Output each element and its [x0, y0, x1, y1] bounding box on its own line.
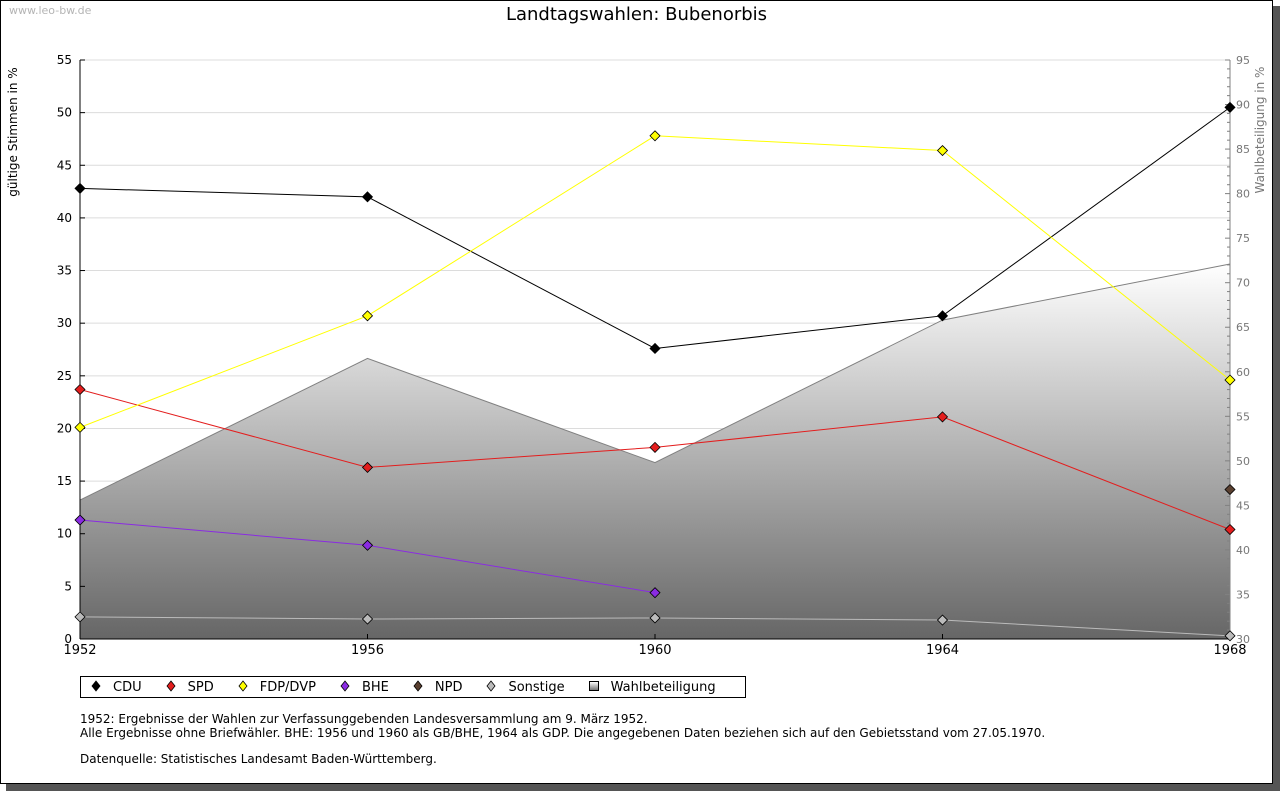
data-point-fdpdvp — [649, 130, 661, 142]
y2-tick-label: 50 — [1236, 455, 1250, 468]
data-point-spd — [361, 461, 374, 473]
frame-shadow — [6, 784, 1280, 791]
data-point-cdu — [361, 191, 374, 203]
data-point-npd — [1224, 483, 1236, 496]
area-wahlbeteiligung-outline — [79, 263, 1231, 501]
y2-tick-label: 70 — [1236, 277, 1250, 290]
y2-tick-label: 85 — [1236, 143, 1250, 156]
legend-item: SPD — [166, 680, 214, 695]
diamond-marker-icon — [340, 679, 350, 695]
y2-tick-label: 90 — [1236, 99, 1250, 112]
legend-label: Sonstige — [508, 679, 565, 695]
y-tick-label: 10 — [57, 527, 72, 541]
data-point-fdpdvp — [936, 144, 949, 157]
legend-label: SPD — [187, 679, 214, 695]
diamond-marker-icon — [238, 679, 248, 695]
footnote-briefwaehler: Alle Ergebnisse ohne Briefwähler. BHE: 1… — [80, 726, 1046, 740]
legend-item: NPD — [413, 679, 463, 695]
data-point-bhe — [361, 539, 374, 551]
x-tick-label: 1952 — [63, 643, 96, 658]
y2-tick-label: 60 — [1236, 366, 1250, 379]
legend-item: Sonstige — [486, 679, 565, 695]
y-tick-label: 30 — [57, 316, 72, 330]
y2-tick-label: 65 — [1236, 321, 1250, 334]
legend-item: FDP/DVP — [238, 680, 316, 695]
y2-tick-label: 75 — [1236, 232, 1250, 245]
watermark: www.leo-bw.de — [9, 4, 92, 17]
diamond-marker-icon — [91, 679, 101, 695]
data-point-cdu — [936, 310, 949, 322]
legend-label: NPD — [434, 679, 463, 695]
y-tick-label: 50 — [57, 106, 72, 120]
data-point-sonstige — [361, 613, 374, 625]
legend-label: BHE — [361, 679, 389, 695]
y-tick-label: 20 — [57, 421, 72, 435]
y-axis-label: gültige Stimmen in % — [6, 67, 20, 196]
y-tick-label: 15 — [57, 474, 72, 488]
data-point-fdpdvp — [1224, 374, 1236, 386]
legend: CDU SPD FDP/DVP BHE NPD Sonstige Wahlbeteiligu… — [80, 676, 746, 698]
y-tick-label: 45 — [57, 158, 72, 172]
x-tick-label: 1956 — [351, 643, 384, 658]
y2-tick-label: 55 — [1236, 410, 1250, 423]
y2-tick-label: 80 — [1236, 188, 1250, 201]
x-tick-label: 1964 — [926, 643, 959, 658]
y2-tick-label: 40 — [1236, 544, 1250, 557]
data-point-bhe — [649, 587, 661, 599]
legend-item: BHE — [340, 680, 389, 695]
legend-label: Wahlbeteiligung — [610, 679, 716, 695]
chart-title: Landtagswahlen: Bubenorbis — [505, 4, 768, 25]
diamond-marker-icon — [166, 679, 176, 695]
data-source: Datenquelle: Statistisches Landesamt Bad… — [80, 752, 437, 766]
y2-tick-label: 95 — [1236, 54, 1250, 67]
footnotes: 1952: Ergebnisse der Wahlen zur Verfassu… — [80, 712, 1045, 766]
y2-tick-label: 45 — [1236, 499, 1250, 512]
data-point-sonstige — [1224, 630, 1236, 642]
data-point-cdu — [1224, 101, 1236, 113]
chart-plot: 0 5 10 15 20 25 30 35 40 45 50 55 30 35 40 45 50 55 60 65 70… — [6, 53, 1267, 658]
y2-tick-label: 30 — [1236, 633, 1250, 646]
y-tick-label: 40 — [57, 211, 72, 225]
y-tick-label: 35 — [57, 264, 72, 278]
data-point-spd — [936, 411, 949, 423]
legend-item: CDU — [91, 680, 142, 695]
diamond-marker-icon — [486, 679, 496, 695]
data-point-spd — [74, 383, 86, 396]
y2-axis-label: Wahlbeteiligung in % — [1253, 67, 1267, 194]
data-point-sonstige — [74, 611, 86, 623]
x-tick-label: 1968 — [1213, 643, 1246, 658]
legend-label: FDP/DVP — [259, 679, 316, 695]
frame-shadow — [1273, 6, 1280, 791]
data-point-spd — [649, 441, 661, 453]
footnote-1952: 1952: Ergebnisse der Wahlen zur Verfassu… — [80, 712, 648, 726]
y-tick-label: 55 — [57, 53, 72, 67]
square-marker-icon — [588, 680, 599, 694]
y-tick-label: 5 — [64, 579, 72, 593]
data-point-sonstige — [936, 614, 949, 626]
data-point-sonstige — [649, 612, 661, 624]
legend-label: CDU — [113, 679, 142, 695]
data-point-bhe — [74, 514, 86, 526]
diamond-marker-icon — [413, 679, 423, 695]
data-point-fdpdvp — [74, 421, 86, 433]
legend-item: Wahlbeteiligung — [588, 679, 716, 695]
x-tick-label: 1960 — [638, 643, 671, 658]
data-point-spd — [1224, 523, 1236, 536]
data-point-cdu — [74, 182, 86, 194]
data-point-cdu — [649, 342, 661, 355]
data-point-fdpdvp — [361, 310, 374, 322]
y-tick-label: 25 — [57, 369, 72, 383]
y2-tick-label: 35 — [1236, 588, 1250, 601]
y-tick-label: 0 — [64, 632, 72, 646]
